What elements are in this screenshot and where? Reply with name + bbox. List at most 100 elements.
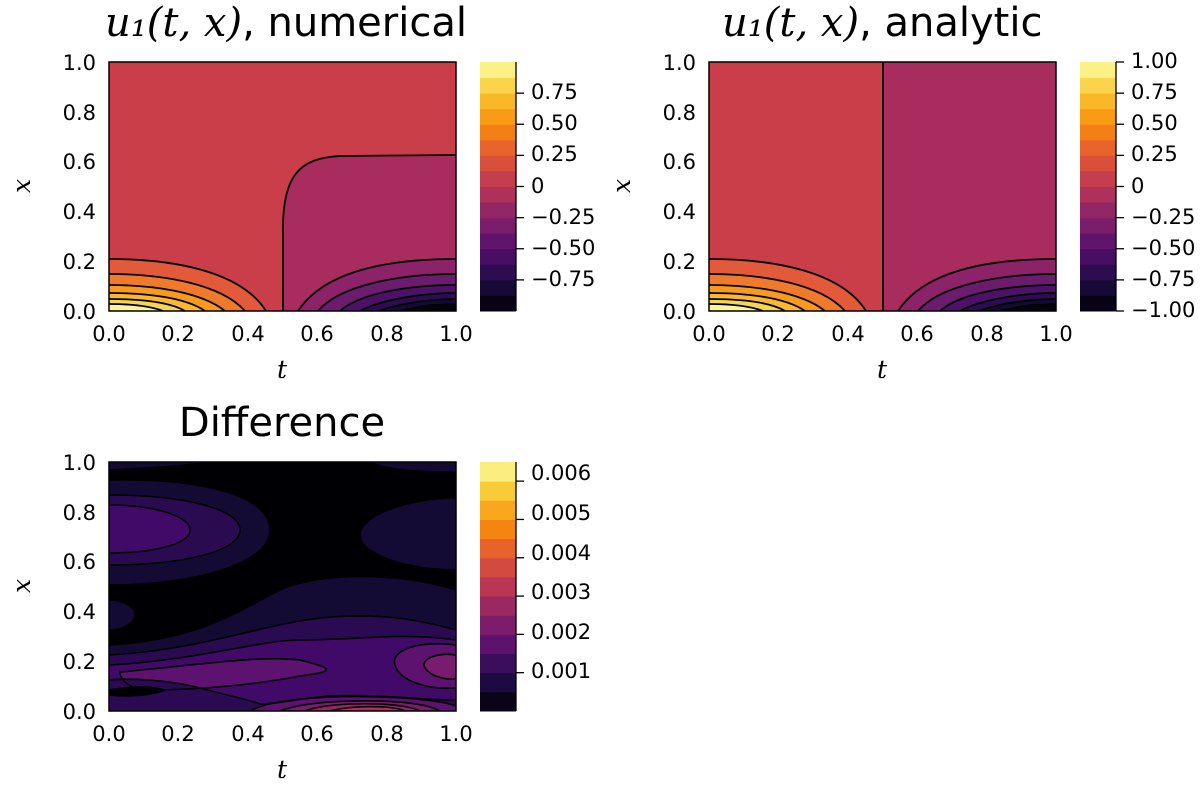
contour-field (709, 62, 1056, 311)
contour-band (400, 304, 456, 311)
panel-title: Difference (179, 400, 385, 446)
x-axis-label: t (277, 355, 288, 384)
contour-band (109, 600, 135, 630)
colorbar-tick-label: 0.001 (531, 659, 591, 683)
colorbar: 0.75 0.50 0.25 0 −0.25 −0.50 −0.75 (480, 62, 595, 312)
x-tick-label: 0.4 (831, 322, 864, 346)
plot-frame (708, 61, 1057, 312)
contour-band (709, 304, 763, 311)
colorbar-swatch (480, 202, 516, 219)
x-axis-label: t (877, 355, 888, 384)
colorbar-ticks (1116, 61, 1124, 312)
colorbar-tick-label: 0.002 (531, 620, 591, 644)
y-tick-label: 0.8 (663, 101, 696, 125)
colorbar-swatch (1080, 202, 1116, 219)
colorbar: 0.006 0.005 0.004 0.003 0.002 0.001 (480, 461, 591, 712)
colorbar-swatch (480, 481, 516, 501)
x-tick-label: 0.2 (161, 322, 194, 346)
colorbar-swatch (1080, 233, 1116, 250)
panel-title: u₁(t, x), analytic (722, 0, 1042, 46)
colorbar-swatch (480, 139, 516, 156)
panel-difference: Difference (7, 400, 591, 784)
contour-band (109, 505, 190, 553)
colorbar-tick-label: −1.00 (1131, 298, 1195, 322)
y-tick-label: 0.2 (63, 650, 96, 674)
colorbar-swatch (480, 170, 516, 187)
colorbar-swatch (480, 295, 516, 312)
colorbar-swatch (1080, 93, 1116, 110)
colorbar-tick-labels: 0.75 0.50 0.25 0 −0.25 −0.50 −0.75 (531, 80, 595, 291)
x-tick-label: 0.2 (161, 722, 194, 746)
colorbar-swatch (480, 538, 516, 559)
y-tick-label: 0.4 (63, 200, 96, 224)
colorbar-swatch (1080, 279, 1116, 296)
y-tick-label: 0.0 (63, 700, 96, 724)
colorbar-swatch (1080, 62, 1116, 79)
colorbar-swatch (1080, 139, 1116, 156)
contour-field (109, 462, 456, 711)
y-tick-label: 0.6 (63, 550, 96, 574)
x-axis-label: t (277, 755, 288, 784)
colorbar-swatch (480, 155, 516, 172)
x-tick-label: 0.8 (370, 322, 403, 346)
x-tick-label: 1.0 (1039, 322, 1072, 346)
x-tick-label: 0.8 (370, 722, 403, 746)
x-axis: 0.0 0.2 0.4 0.6 0.8 1.0 t (92, 322, 472, 384)
colorbar-tick-label: −0.50 (1131, 236, 1195, 260)
colorbar-ticks (516, 92, 524, 281)
x-tick-label: 0.0 (692, 322, 725, 346)
x-tick-label: 0.6 (900, 322, 933, 346)
contour-field (109, 62, 456, 311)
colorbar: 1.00 0.75 0.50 0.25 0 −0.25 −0.50 −0.75 … (1080, 49, 1195, 322)
y-axis-label: x (7, 579, 36, 593)
colorbar-tick-label: 0.003 (531, 580, 591, 604)
colorbar-tick-label: 0.75 (1131, 80, 1178, 104)
colorbar-tick-label: 0.50 (1131, 111, 1178, 135)
colorbar-tick-label: −0.75 (1131, 267, 1195, 291)
plot-frame (108, 61, 457, 312)
x-tick-label: 0.4 (231, 322, 264, 346)
colorbar-ticks (516, 480, 524, 674)
colorbar-swatch (1080, 77, 1116, 94)
colorbar-tick-label: 0 (531, 174, 544, 198)
colorbar-tick-label: 0 (1131, 174, 1144, 198)
y-tick-label: 1.0 (63, 451, 96, 475)
colorbar-swatch (1080, 217, 1116, 234)
contour-band (370, 462, 456, 472)
x-tick-label: 0.6 (300, 722, 333, 746)
colorbar-swatch (480, 233, 516, 250)
colorbar-swatch (480, 653, 516, 674)
colorbar-tick-label: 0.006 (531, 461, 591, 485)
y-tick-label: 0.8 (63, 501, 96, 525)
plot-frame (108, 461, 457, 712)
colorbar-tick-label: −0.50 (531, 236, 595, 260)
y-axis: 0.0 0.2 0.4 0.6 0.8 1.0 x (7, 451, 96, 724)
y-tick-label: 0.2 (663, 250, 696, 274)
colorbar-tick-label: 0.50 (531, 111, 578, 135)
colorbar-swatch (480, 576, 516, 597)
contour-band (1000, 304, 1056, 311)
y-tick-label: 0.0 (663, 300, 696, 324)
panel-numerical: u₁(t, x), numerical (7, 0, 595, 384)
colorbar-swatch (480, 93, 516, 110)
colorbar-swatch (480, 124, 516, 141)
colorbar-swatch (480, 615, 516, 635)
colorbar-swatch (1080, 155, 1116, 172)
colorbar-swatch (480, 248, 516, 265)
colorbar-swatches (480, 462, 516, 712)
contour-band (109, 304, 163, 311)
colorbar-tick-label: 0.005 (531, 501, 591, 525)
x-tick-label: 1.0 (439, 322, 472, 346)
colorbar-swatch (1080, 186, 1116, 203)
y-tick-label: 0.6 (63, 150, 96, 174)
colorbar-swatch (480, 217, 516, 234)
y-axis-label: x (7, 179, 36, 193)
colorbar-swatch (1080, 264, 1116, 281)
colorbar-swatch (480, 462, 516, 482)
colorbar-swatch (480, 557, 516, 578)
colorbar-tick-label: −0.75 (531, 267, 595, 291)
y-tick-label: 0.0 (63, 300, 96, 324)
contour-lines (109, 154, 456, 311)
colorbar-swatch (1080, 295, 1116, 312)
x-tick-label: 0.8 (970, 322, 1003, 346)
